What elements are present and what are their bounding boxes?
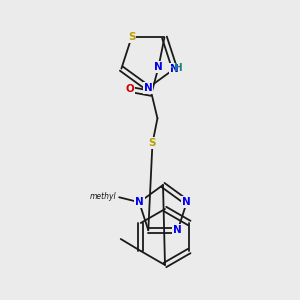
Text: ·H: ·H bbox=[170, 63, 183, 73]
Text: S: S bbox=[149, 138, 156, 148]
Text: N: N bbox=[170, 64, 179, 74]
Text: N: N bbox=[182, 197, 191, 207]
Text: O: O bbox=[125, 84, 134, 94]
Text: N: N bbox=[173, 225, 182, 235]
Text: N: N bbox=[154, 62, 163, 72]
Text: S: S bbox=[128, 32, 135, 42]
Text: N: N bbox=[135, 197, 144, 207]
Text: N: N bbox=[144, 83, 152, 93]
Text: methyl: methyl bbox=[90, 192, 116, 201]
